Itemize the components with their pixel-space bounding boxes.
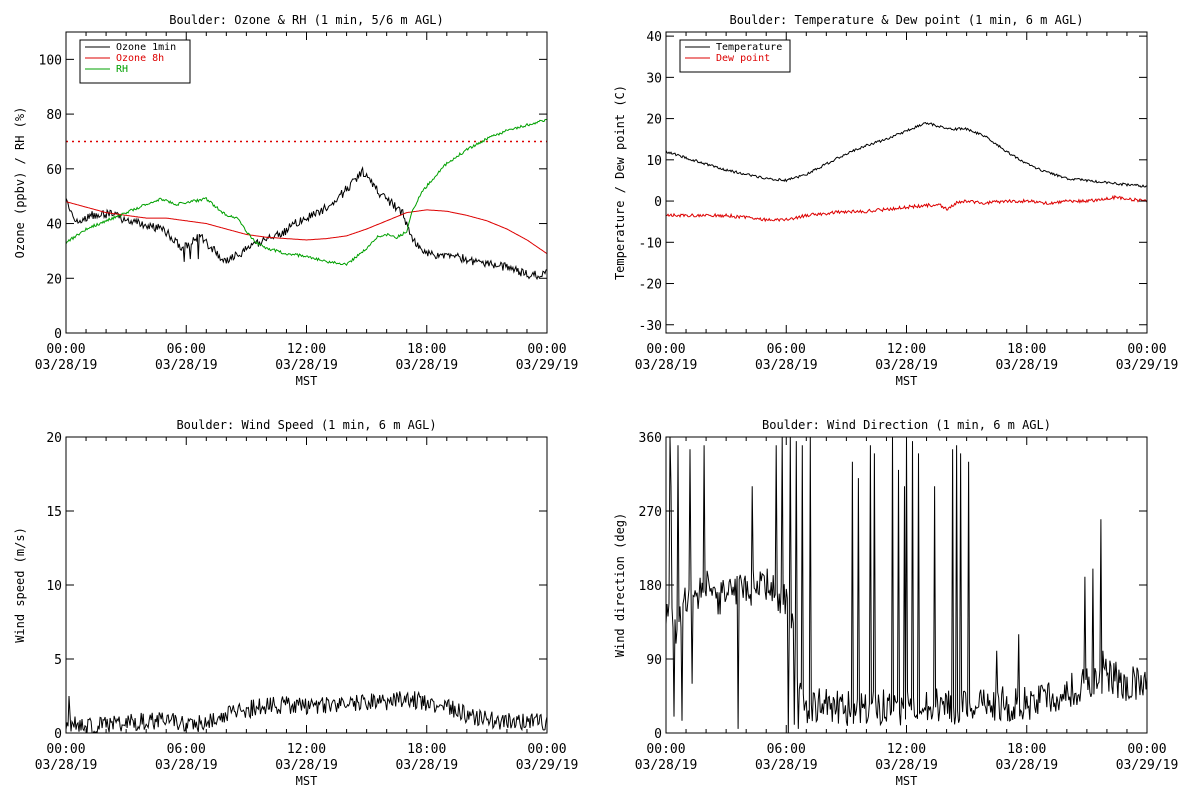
x-tick-date: 03/29/19 xyxy=(516,758,579,773)
x-tick-date: 03/28/19 xyxy=(635,758,698,773)
x-tick-date: 03/28/19 xyxy=(755,758,818,773)
series-line-rh xyxy=(66,119,547,267)
x-tick-time: 00:00 xyxy=(1127,742,1166,757)
legend-label: Ozone 8h xyxy=(116,53,164,64)
x-tick-date: 03/28/19 xyxy=(275,358,338,373)
y-tick-label: 100 xyxy=(39,53,62,68)
y-tick-label: 40 xyxy=(646,30,662,45)
series-line-dew-point xyxy=(666,194,1147,223)
panel-wind_direction: Boulder: Wind Direction (1 min, 6 m AGL)… xyxy=(613,418,1178,788)
series-line-ozone-8h xyxy=(66,201,547,255)
x-tick-time: 12:00 xyxy=(287,342,326,357)
y-tick-label: 20 xyxy=(46,431,62,446)
y-tick-label: 30 xyxy=(646,71,662,86)
series-line-temperature xyxy=(666,122,1147,188)
legend-box xyxy=(679,39,791,73)
x-tick-time: 00:00 xyxy=(527,742,566,757)
x-tick-time: 00:00 xyxy=(646,342,685,357)
chart-title: Boulder: Wind Direction (1 min, 6 m AGL) xyxy=(762,418,1051,432)
chart-title: Boulder: Wind Speed (1 min, 6 m AGL) xyxy=(176,418,436,432)
x-tick-date: 03/28/19 xyxy=(395,358,458,373)
series-line-main xyxy=(66,690,547,733)
x-tick-time: 00:00 xyxy=(46,742,85,757)
x-axis-label: MST xyxy=(896,774,918,788)
plot-frame xyxy=(65,436,548,734)
x-tick-date: 03/28/19 xyxy=(755,358,818,373)
y-axis-label: Wind speed (m/s) xyxy=(13,527,27,643)
x-tick-time: 18:00 xyxy=(1007,342,1046,357)
x-tick-date: 03/28/19 xyxy=(875,358,938,373)
legend-label: RH xyxy=(116,64,128,75)
panel-wind_speed: Boulder: Wind Speed (1 min, 6 m AGL) 0 5 10… xyxy=(13,418,578,788)
x-axis-label: MST xyxy=(296,774,318,788)
legend-label: Temperature xyxy=(716,42,782,53)
y-tick-label: -10 xyxy=(639,236,662,251)
x-tick-time: 18:00 xyxy=(407,342,446,357)
y-tick-label: 270 xyxy=(639,505,662,520)
x-tick-date: 03/28/19 xyxy=(35,358,98,373)
x-tick-time: 06:00 xyxy=(167,742,206,757)
y-tick-label: 90 xyxy=(646,653,662,668)
series-line-main xyxy=(666,437,1147,733)
y-tick-label: 10 xyxy=(646,154,662,169)
chart-title: Boulder: Ozone & RH (1 min, 5/6 m AGL) xyxy=(169,13,444,27)
y-tick-label: 360 xyxy=(639,431,662,446)
legend-label: Ozone 1min xyxy=(116,42,176,53)
x-tick-time: 00:00 xyxy=(1127,342,1166,357)
y-tick-label: 20 xyxy=(46,272,62,287)
y-tick-label: 60 xyxy=(46,163,62,178)
panel-ozone: Boulder: Ozone & RH (1 min, 5/6 m AGL) 0 2… xyxy=(13,13,578,388)
y-tick-label: 20 xyxy=(646,113,662,128)
y-tick-label: 0 xyxy=(654,195,662,210)
x-tick-date: 03/28/19 xyxy=(395,758,458,773)
x-tick-time: 12:00 xyxy=(887,742,926,757)
y-tick-label: 0 xyxy=(54,727,62,742)
y-tick-label: 80 xyxy=(46,108,62,123)
x-tick-date: 03/28/19 xyxy=(275,758,338,773)
x-tick-time: 06:00 xyxy=(167,342,206,357)
x-tick-date: 03/29/19 xyxy=(1116,358,1179,373)
y-axis-label: Ozone (ppbv) / RH (%) xyxy=(13,107,27,259)
y-tick-label: 10 xyxy=(46,579,62,594)
y-axis-label: Temperature / Dew point (C) xyxy=(613,85,627,280)
y-tick-label: 0 xyxy=(654,727,662,742)
x-tick-date: 03/28/19 xyxy=(995,758,1058,773)
x-tick-time: 18:00 xyxy=(407,742,446,757)
x-tick-date: 03/28/19 xyxy=(635,358,698,373)
x-tick-date: 03/29/19 xyxy=(516,358,579,373)
x-tick-time: 06:00 xyxy=(767,742,806,757)
x-tick-time: 00:00 xyxy=(646,742,685,757)
y-axis-label: Wind direction (deg) xyxy=(613,513,627,658)
x-tick-date: 03/28/19 xyxy=(875,758,938,773)
legend-label: Dew point xyxy=(716,53,770,64)
y-tick-label: -30 xyxy=(639,319,662,334)
plot-frame xyxy=(665,31,1148,334)
x-tick-time: 06:00 xyxy=(767,342,806,357)
y-tick-label: 0 xyxy=(54,327,62,342)
x-tick-date: 03/28/19 xyxy=(155,758,218,773)
y-tick-label: 15 xyxy=(46,505,62,520)
x-tick-date: 03/28/19 xyxy=(35,758,98,773)
y-tick-label: 5 xyxy=(54,653,62,668)
x-tick-time: 12:00 xyxy=(287,742,326,757)
x-axis-label: MST xyxy=(896,374,918,388)
x-tick-date: 03/29/19 xyxy=(1116,758,1179,773)
x-tick-date: 03/28/19 xyxy=(155,358,218,373)
y-tick-label: 40 xyxy=(46,218,62,233)
x-tick-time: 12:00 xyxy=(887,342,926,357)
x-tick-time: 18:00 xyxy=(1007,742,1046,757)
series-line-ozone-1min xyxy=(66,165,547,281)
panel-temperature: Boulder: Temperature & Dew point (1 min,… xyxy=(613,13,1178,388)
x-tick-time: 00:00 xyxy=(46,342,85,357)
x-tick-time: 00:00 xyxy=(527,342,566,357)
x-axis-label: MST xyxy=(296,374,318,388)
y-tick-label: 180 xyxy=(639,579,662,594)
chart-title: Boulder: Temperature & Dew point (1 min,… xyxy=(729,13,1083,27)
y-tick-label: -20 xyxy=(639,278,662,293)
x-tick-date: 03/28/19 xyxy=(995,358,1058,373)
